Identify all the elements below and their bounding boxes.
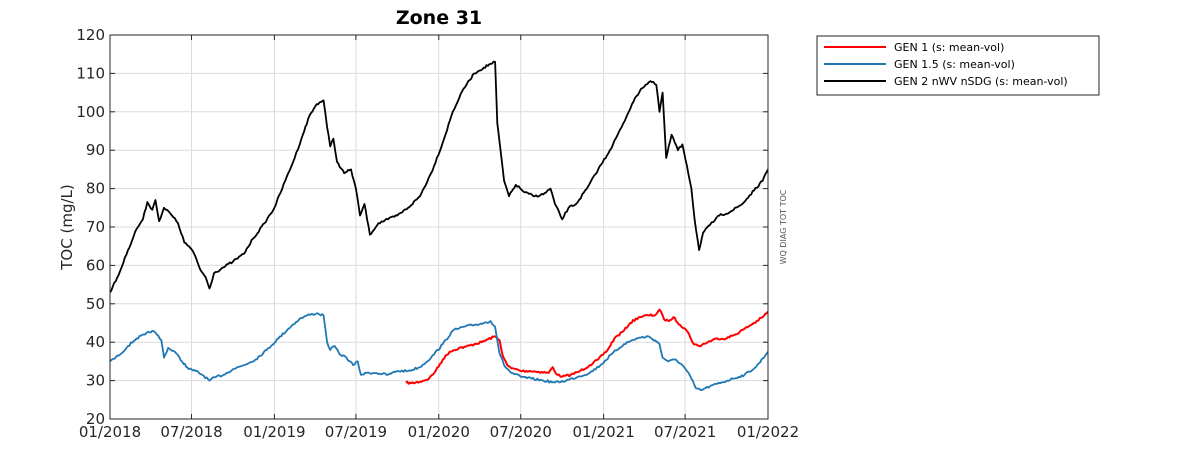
y-tick-label: 90: [86, 141, 105, 159]
x-tick-label: 01/2018: [79, 423, 141, 441]
y-tick-label: 30: [86, 372, 105, 390]
chart-title: Zone 31: [396, 7, 482, 29]
x-tick-label: 07/2019: [325, 423, 387, 441]
side-note: WQ DIAG TOT TOC: [779, 189, 788, 264]
series-line: [109, 312, 769, 392]
series-lines: [109, 60, 769, 392]
y-tick-label: 20: [86, 410, 105, 428]
legend: GEN 1 (s: mean-vol) GEN 1.5 (s: mean-vol)…: [816, 35, 1100, 96]
legend-label: GEN 1.5 (s: mean-vol): [894, 58, 1015, 71]
x-tick-label: 07/2018: [160, 423, 222, 441]
y-tick-label: 100: [76, 103, 105, 121]
y-tick-label: 40: [86, 333, 105, 351]
x-tick-label: 01/2021: [572, 423, 634, 441]
plot-area: [109, 34, 769, 420]
y-tick-label: 110: [76, 64, 105, 82]
y-tick-label: 50: [86, 295, 105, 313]
grid-lines: [110, 35, 768, 419]
x-tick-label: 07/2020: [490, 423, 552, 441]
legend-box: [816, 35, 1100, 96]
x-tick-label: 01/2022: [737, 423, 799, 441]
x-tick-label: 01/2020: [408, 423, 470, 441]
y-axis-title: TOC (mg/L): [58, 184, 76, 270]
y-tick-label: 80: [86, 180, 105, 198]
series-line: [109, 60, 769, 293]
y-tick-label: 120: [76, 26, 105, 44]
series-line: [405, 308, 769, 385]
x-tick-labels: 01/2018 07/2018 01/2019 07/2019 01/2020 07/20…: [79, 423, 799, 441]
y-tick-labels: 20 30 40 50 60 70 80 90 100 110 120: [76, 26, 105, 428]
y-tick-label: 70: [86, 218, 105, 236]
x-tick-label: 07/2021: [654, 423, 716, 441]
legend-label: GEN 1 (s: mean-vol): [894, 41, 1004, 54]
axis-ticks: [109, 34, 769, 420]
legend-label: GEN 2 nWV nSDG (s: mean-vol): [894, 75, 1068, 88]
x-tick-label: 01/2019: [243, 423, 305, 441]
y-tick-label: 60: [86, 256, 105, 274]
